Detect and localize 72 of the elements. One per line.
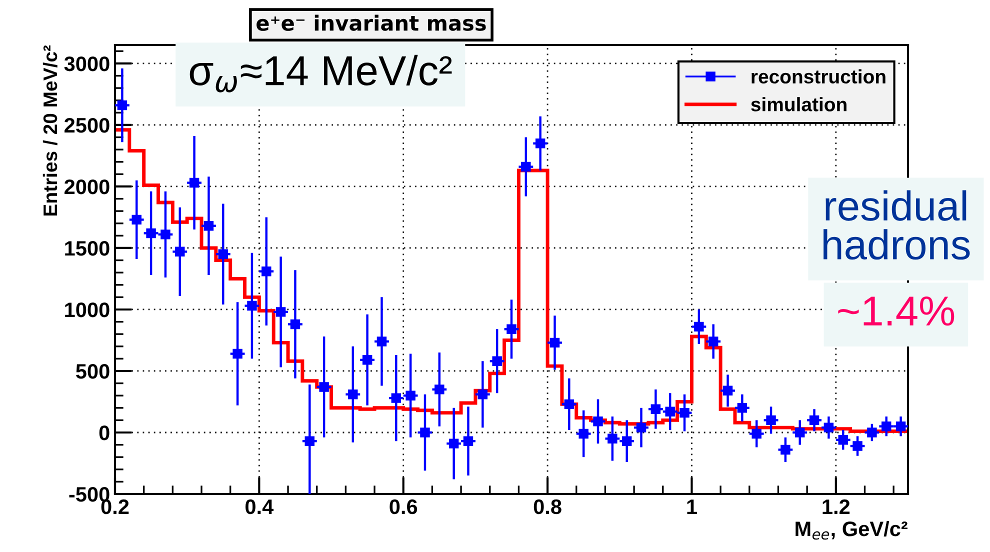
point [160,230,170,240]
point [204,220,214,231]
point [304,436,315,446]
legend-label: reconstruction [752,69,886,84]
point [434,384,444,394]
point [809,415,820,426]
annotation: σ$_{ω}$≈14 MeV/c² [190,54,452,92]
y-axis-title: Entries / 20 MeV/c² [42,45,58,216]
point [824,422,834,432]
point [362,355,372,365]
point [578,428,588,439]
y-tick-label: 3000 [64,56,110,72]
y-tick-label: 0 [99,425,110,440]
legend-label: simulation [751,97,846,112]
point [376,336,387,346]
x-axis-title: M$_{ee}$, GeV/c² [796,520,908,540]
point [838,435,848,445]
point [852,441,862,451]
point [189,178,200,188]
point [694,322,704,332]
point [780,444,790,455]
point [448,438,459,448]
y-tick-label: 2500 [64,118,110,133]
point [420,428,430,438]
point [564,399,574,410]
point [247,300,257,311]
point [262,266,272,276]
point [492,356,502,366]
point [550,338,560,348]
x-tick-label: 1 [687,500,697,514]
x-tick-label: 0.4 [246,499,274,514]
point [593,416,603,426]
point [406,390,416,400]
x-tick-label: 0.8 [534,499,562,514]
point [218,249,228,259]
point [478,389,488,400]
point [680,408,690,418]
annotation: ~1.4% [838,296,954,326]
point [290,319,300,330]
point [535,138,546,148]
point [276,307,286,317]
y-tick-label: 1500 [65,240,110,256]
x-tick-label: 1.2 [822,499,850,514]
y-tick-label: 1000 [65,302,110,318]
x-tick-label: 0.6 [390,499,418,514]
point [175,246,185,257]
point [722,386,733,396]
point [636,422,646,432]
point [665,406,675,416]
point [348,389,358,400]
point [867,428,877,438]
y-tick-label: 2000 [64,179,110,194]
point [795,428,805,438]
point [146,228,156,238]
point [521,162,531,172]
point [117,100,128,110]
point [766,415,776,426]
point [319,382,329,392]
point [708,336,718,346]
point [608,434,618,444]
point [882,421,892,432]
point [752,428,762,439]
y-tick-label: 500 [76,364,110,379]
point [737,403,748,413]
point [391,393,402,403]
point [622,436,632,446]
point [132,214,142,225]
annotation: residual hadrons [824,190,970,260]
point [232,348,242,359]
point [650,404,661,414]
chart-title: e⁺e⁻ invariant mass [256,14,486,31]
point [506,324,516,334]
